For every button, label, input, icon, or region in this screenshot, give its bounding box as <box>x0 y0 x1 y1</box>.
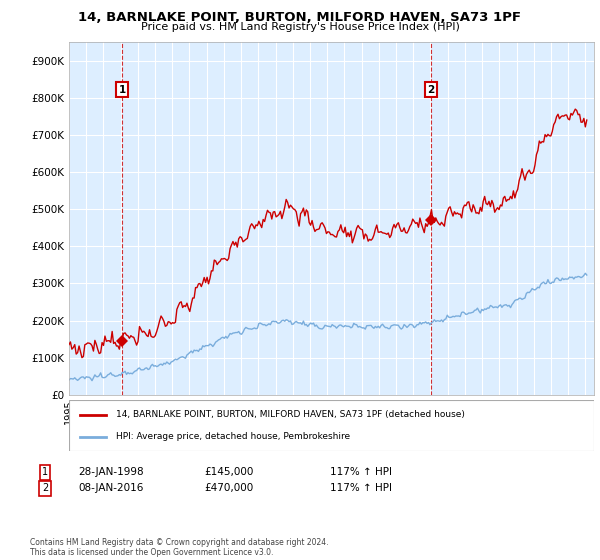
Text: 14, BARNLAKE POINT, BURTON, MILFORD HAVEN, SA73 1PF (detached house): 14, BARNLAKE POINT, BURTON, MILFORD HAVE… <box>116 410 465 419</box>
Text: 1: 1 <box>118 85 125 95</box>
Text: Contains HM Land Registry data © Crown copyright and database right 2024.
This d: Contains HM Land Registry data © Crown c… <box>30 538 329 557</box>
Text: £470,000: £470,000 <box>204 483 253 493</box>
Text: 2: 2 <box>42 483 48 493</box>
Text: Price paid vs. HM Land Registry's House Price Index (HPI): Price paid vs. HM Land Registry's House … <box>140 22 460 32</box>
Text: £145,000: £145,000 <box>204 467 253 477</box>
Text: 1: 1 <box>42 467 48 477</box>
Text: 28-JAN-1998: 28-JAN-1998 <box>78 467 143 477</box>
FancyBboxPatch shape <box>69 400 594 451</box>
Text: 08-JAN-2016: 08-JAN-2016 <box>78 483 143 493</box>
Text: 14, BARNLAKE POINT, BURTON, MILFORD HAVEN, SA73 1PF: 14, BARNLAKE POINT, BURTON, MILFORD HAVE… <box>79 11 521 24</box>
Text: HPI: Average price, detached house, Pembrokeshire: HPI: Average price, detached house, Pemb… <box>116 432 350 441</box>
Text: 2: 2 <box>427 85 434 95</box>
Text: 117% ↑ HPI: 117% ↑ HPI <box>330 483 392 493</box>
Text: 117% ↑ HPI: 117% ↑ HPI <box>330 467 392 477</box>
